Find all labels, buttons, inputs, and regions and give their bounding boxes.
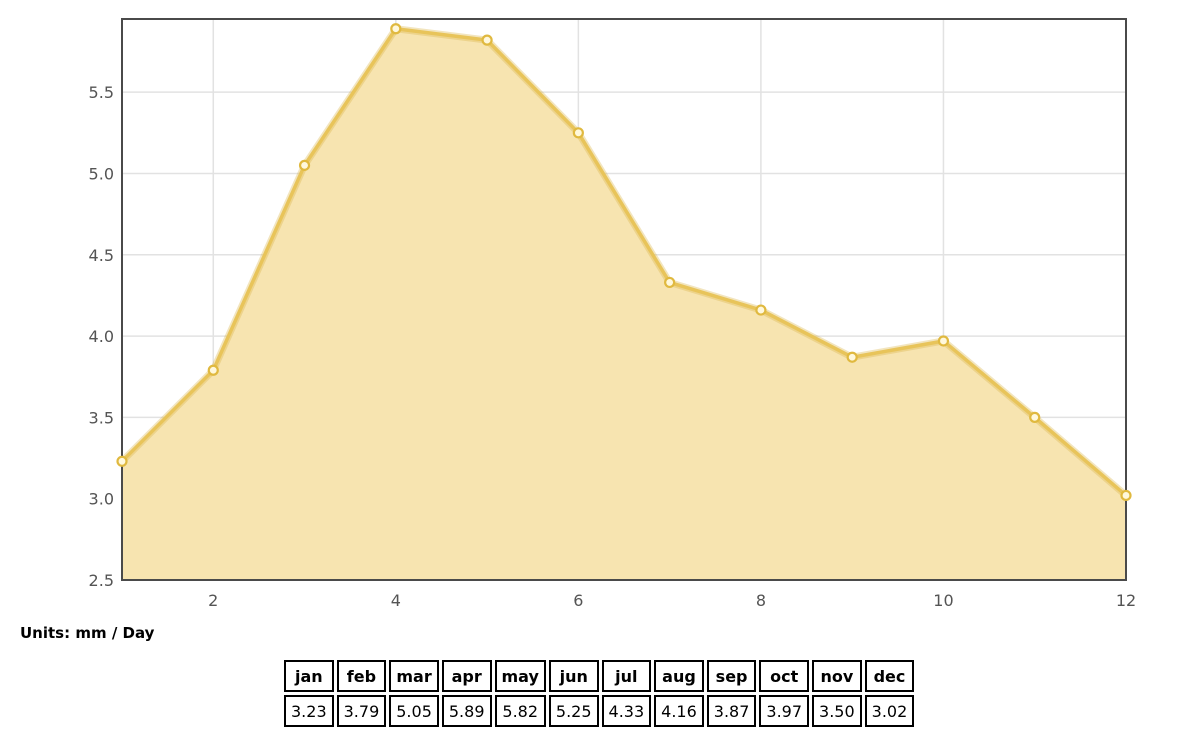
units-value: mm / Day [75, 624, 155, 642]
x-tick-label: 10 [933, 591, 953, 610]
monthly-values-table: jan feb mar apr may jun jul aug sep oct nov dec 3.2… [281, 657, 917, 730]
data-point-12[interactable] [1120, 489, 1132, 502]
table-header-feb: feb [336, 660, 387, 692]
data-point-6[interactable] [572, 127, 584, 139]
x-tick-label: 8 [756, 591, 766, 610]
table-header-jul: jul [601, 660, 652, 692]
y-tick-label: 4.0 [89, 327, 114, 346]
chart-points [116, 23, 1132, 502]
table-header-nov: nov [812, 660, 862, 692]
data-point-2[interactable] [207, 364, 219, 376]
table-value-feb: 3.79 [336, 695, 387, 727]
table-value-may: 5.82 [494, 695, 546, 727]
x-tick-label: 2 [208, 591, 218, 610]
y-axis-ticks: 2.5 3.0 3.5 4.0 4.5 5.0 5.5 [89, 83, 114, 590]
y-tick-label: 5.5 [89, 83, 114, 102]
data-point-4[interactable] [390, 23, 402, 35]
x-tick-label: 12 [1116, 591, 1136, 610]
table-value-apr: 5.89 [441, 695, 492, 727]
table-header-dec: dec [864, 660, 915, 692]
table-value-aug: 4.16 [654, 695, 704, 727]
units-label: Units: [20, 624, 71, 642]
table-header-jan: jan [284, 660, 334, 692]
units-caption: Units: mm / Day [20, 624, 154, 642]
data-point-10[interactable] [937, 335, 950, 347]
y-tick-label: 3.5 [89, 408, 114, 427]
table-header-may: may [494, 660, 546, 692]
x-tick-label: 4 [391, 591, 401, 610]
table-value-nov: 3.50 [812, 695, 862, 727]
table-header-aug: aug [654, 660, 704, 692]
data-point-7[interactable] [664, 276, 676, 289]
table-value-oct: 3.97 [759, 695, 810, 727]
table-header-sep: sep [706, 660, 757, 692]
data-point-5[interactable] [481, 34, 493, 46]
table-value-jun: 5.25 [548, 695, 599, 727]
table-value-row: 3.23 3.79 5.05 5.89 5.82 5.25 4.33 4.16 3.87 3.97… [284, 695, 915, 727]
table-header-jun: jun [548, 660, 599, 692]
data-point-11[interactable] [1029, 411, 1041, 423]
chart-area-layer [119, 25, 1129, 580]
y-tick-label: 2.5 [89, 571, 114, 590]
data-point-8[interactable] [755, 304, 767, 316]
x-axis-ticks: 2 4 6 8 10 12 [208, 591, 1136, 610]
plot-frame [121, 18, 1127, 581]
table-header-row: jan feb mar apr may jun jul aug sep oct nov dec [284, 660, 915, 692]
series-line [120, 27, 1128, 497]
table-header-mar: mar [389, 660, 439, 692]
y-tick-label: 5.0 [89, 164, 114, 183]
table-value-mar: 5.05 [389, 695, 439, 727]
y-tick-label: 4.5 [89, 246, 114, 265]
area-fill [122, 28, 1126, 580]
table-header-apr: apr [441, 660, 492, 692]
table-header-oct: oct [759, 660, 810, 692]
data-point-1[interactable] [116, 455, 128, 467]
table-value-jul: 4.33 [601, 695, 652, 727]
area-chart: 2 4 6 8 10 12 2.5 3.0 3.5 4.0 4.5 5.0 5.5 [89, 18, 1136, 610]
data-point-9[interactable] [846, 351, 858, 363]
x-tick-label: 6 [573, 591, 583, 610]
table-value-jan: 3.23 [284, 695, 334, 727]
table-value-dec: 3.02 [864, 695, 915, 727]
y-tick-label: 3.0 [89, 490, 114, 509]
table-value-sep: 3.87 [706, 695, 757, 727]
data-point-3[interactable] [298, 159, 311, 171]
